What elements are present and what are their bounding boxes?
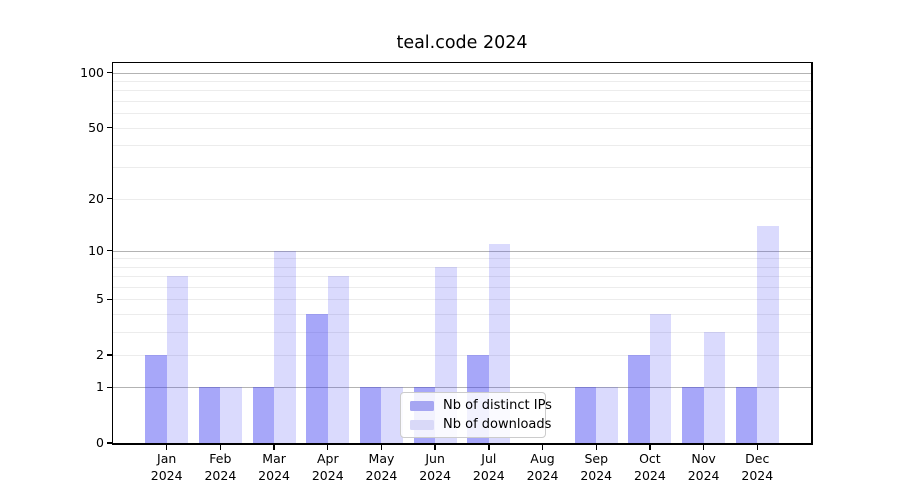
chart-title: teal.code 2024 [396,33,528,53]
bar-distinct-ips [198,387,221,443]
x-tick-mark [649,444,651,450]
y-tick-mark [106,442,112,444]
y-tick-mark [106,354,112,356]
x-tick-mark [541,444,544,450]
plot-spine-right [811,61,813,445]
x-tick-mark [756,444,758,450]
minor-gridline [113,299,811,301]
minor-gridline [113,167,811,169]
x-tick-mark [166,444,168,450]
minor-gridline [113,90,811,92]
y-tick-mark [106,386,112,389]
x-tick-label: May 2024 [365,451,398,483]
legend-swatch-distinct-ips [410,400,434,411]
legend-row-downloads: Nb of downloads [410,417,551,432]
y-tick-label: 2 [96,346,104,362]
x-tick-label: Apr 2024 [311,451,344,483]
legend-label-downloads: Nb of downloads [443,417,552,432]
bar-downloads [274,250,296,443]
bar-distinct-ips [628,354,650,443]
minor-gridline [113,145,811,147]
y-tick-label: 10 [88,242,104,258]
legend-label-distinct-ips: Nb of distinct IPs [443,398,552,413]
y-tick-label: 50 [88,119,104,135]
x-tick-label: Jun 2024 [419,451,452,483]
bar-distinct-ips [145,354,167,443]
bar-distinct-ips [306,313,328,443]
minor-gridline [113,113,811,115]
y-tick-mark [106,72,112,74]
bar-distinct-ips [359,387,382,443]
y-tick-label: 100 [80,64,104,80]
x-tick-label: Sep 2024 [580,451,613,483]
y-tick-mark [106,249,112,252]
major-gridline [113,387,811,389]
minor-gridline [113,266,811,268]
minor-gridline [113,313,811,315]
legend: Nb of distinct IPs Nb of downloads [400,392,552,438]
plot-area: 0 1 2 5 10 20 50 100 Jan 2024 Feb 2024 Mar 2024 Apr… [80,61,813,483]
x-tick-mark [380,444,383,450]
x-tick-mark [434,444,436,450]
bar-downloads [596,387,618,443]
bar-downloads [327,276,350,443]
minor-gridline [113,198,811,200]
major-gridline [113,72,811,74]
y-tick-mark [106,198,112,200]
minor-gridline [113,258,811,260]
x-tick-mark [327,444,329,450]
plot-spine-left [111,61,113,445]
minor-gridline [113,100,811,102]
y-tick-label: 1 [96,379,104,395]
x-tick-mark [219,444,222,450]
bar-downloads [220,387,242,443]
minor-gridline [113,276,811,278]
bar-downloads [166,276,189,443]
x-tick-label: Jul 2024 [472,451,505,483]
plot-spine-bottom [111,443,813,445]
bar-distinct-ips [252,387,275,443]
x-tick-label: Oct 2024 [634,451,666,483]
x-tick-mark [702,444,705,450]
y-tick-label: 20 [88,190,104,206]
x-tick-label: Feb 2024 [204,451,237,483]
bar-downloads [649,313,672,443]
bar-distinct-ips [574,387,597,443]
minor-gridline [113,81,811,83]
x-tick-mark [488,444,490,450]
legend-row-distinct-ips: Nb of distinct IPs [410,398,552,413]
bar-distinct-ips [735,387,758,443]
y-tick-mark [106,126,112,129]
x-tick-mark [595,444,597,450]
y-tick-label: 5 [96,291,104,307]
major-gridline [113,250,811,252]
x-tick-label: Aug 2024 [526,451,559,483]
minor-gridline [113,331,811,333]
minor-gridline [113,286,811,288]
bar-downloads [757,225,779,443]
plot-spine-top [111,61,813,63]
x-tick-mark [273,444,275,450]
x-tick-label: Dec 2024 [741,451,774,483]
y-tick-label: 0 [96,435,104,450]
x-tick-label: Jan 2024 [150,451,183,483]
legend-swatch-downloads [410,419,434,430]
x-tick-label: Nov 2024 [687,451,720,483]
bar-distinct-ips [682,387,704,443]
minor-gridline [113,127,811,129]
minor-gridline [113,354,811,356]
x-tick-label: Mar 2024 [258,451,290,483]
bar-downloads [381,387,403,443]
y-tick-mark [106,298,112,300]
bar-downloads [703,331,726,443]
